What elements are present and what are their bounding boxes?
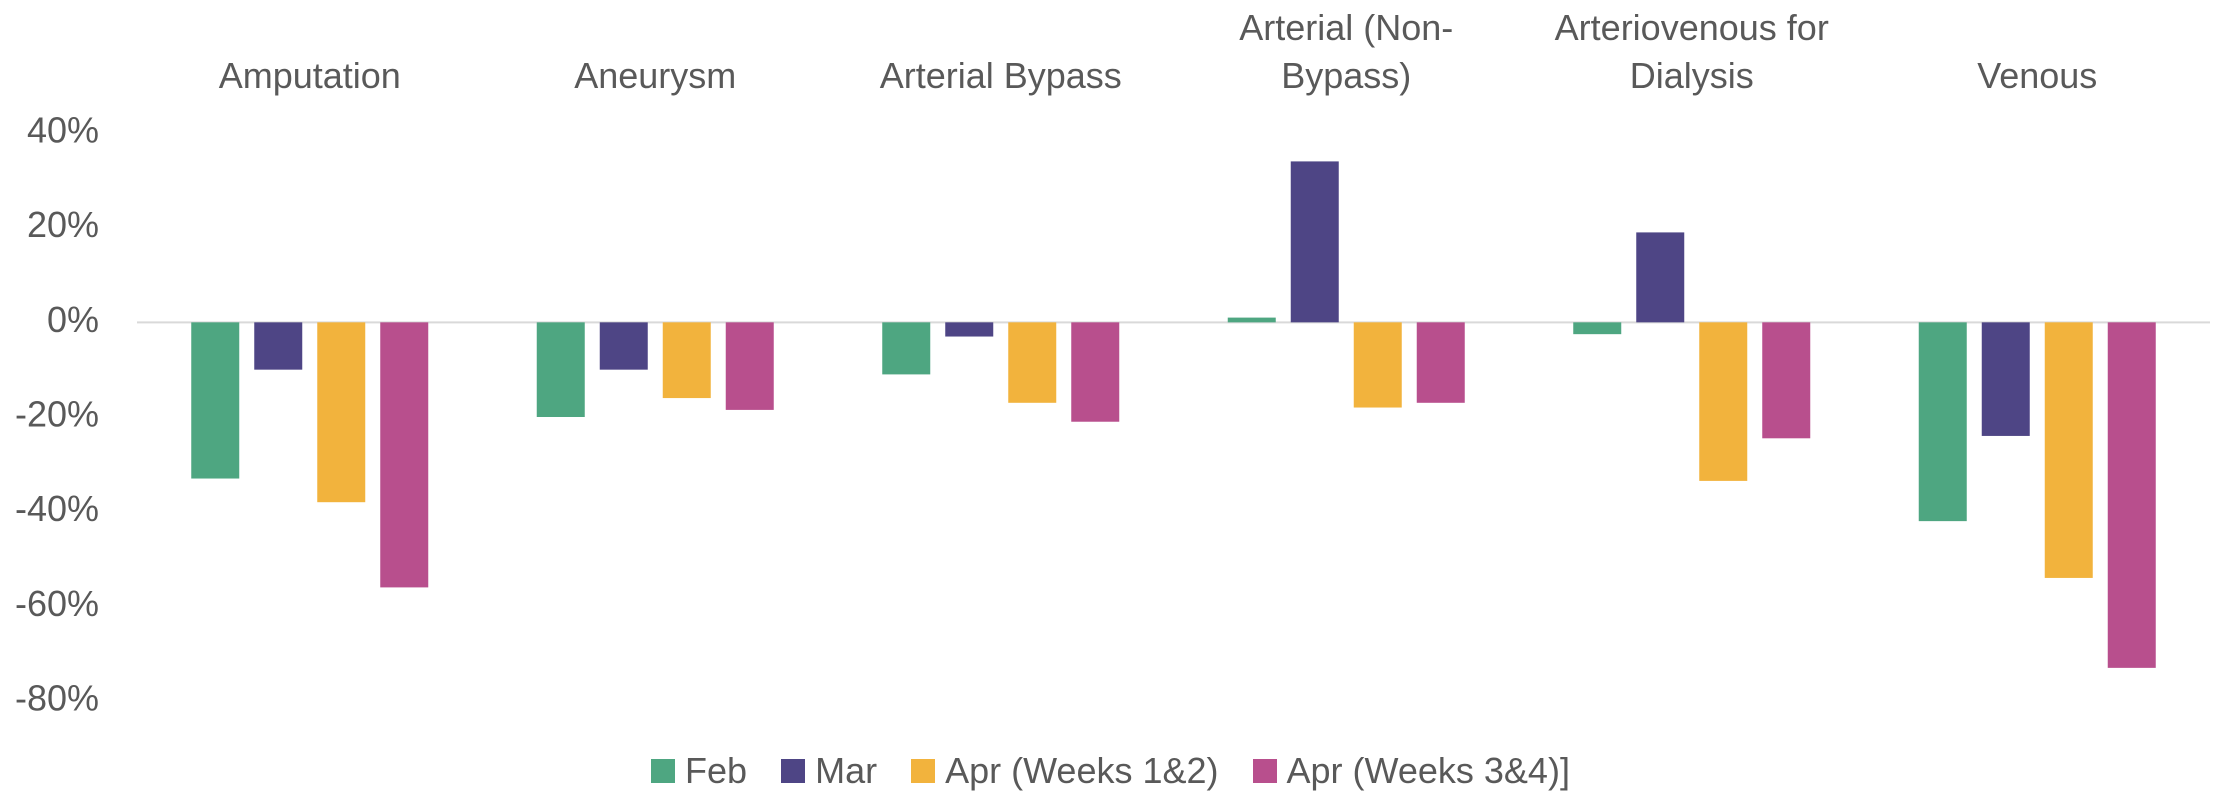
category-label: Arterial (Non-Bypass) (1239, 7, 1454, 96)
legend-label: Apr (Weeks 3&4)] (1286, 750, 1570, 791)
bar (254, 322, 303, 370)
y-tick-label: -20% (15, 394, 99, 435)
bar (882, 322, 931, 375)
legend-swatch (911, 759, 936, 783)
category-label: Arteriovenous for Dialysis (1554, 7, 1829, 96)
legend-swatch (781, 759, 806, 783)
legend: Feb Mar Apr (Weeks 1&2) Apr (Weeks 3&4)] (0, 750, 2221, 792)
legend-item: Apr (Weeks 1&2) (911, 750, 1219, 792)
legend-item: Apr (Weeks 3&4)] (1252, 750, 1570, 792)
category-label: Aneurysm (574, 55, 737, 96)
bar (191, 322, 240, 479)
category-label: Amputation (218, 55, 401, 96)
bar (536, 322, 585, 417)
category-label: Arterial Bypass (879, 55, 1122, 96)
bar (725, 322, 774, 410)
bar (1636, 232, 1685, 323)
bar (1416, 322, 1465, 403)
y-tick-label: -40% (15, 488, 99, 529)
legend-swatch (651, 759, 676, 783)
bar (2107, 322, 2156, 668)
legend-item: Feb (651, 750, 747, 792)
legend-label: Mar (815, 750, 878, 791)
bar (380, 322, 429, 588)
y-tick-label: 40% (27, 110, 99, 151)
legend-label: Apr (Weeks 1&2) (945, 750, 1219, 791)
y-tick-label: 20% (27, 204, 99, 245)
y-tick-label: -60% (15, 583, 99, 624)
bar (1762, 322, 1811, 439)
bar (662, 322, 711, 399)
bar (1290, 161, 1339, 323)
legend-label: Feb (685, 750, 748, 791)
bar (1981, 322, 2030, 436)
category-label: Venous (1977, 55, 2098, 96)
bar (1699, 322, 1748, 481)
bar (317, 322, 366, 503)
bar (1227, 317, 1276, 323)
bar (1353, 322, 1402, 408)
y-tick-label: 0% (47, 299, 99, 340)
legend-item: Mar (781, 750, 877, 792)
bar (599, 322, 648, 370)
y-tick-label: -80% (15, 678, 99, 719)
bar (1918, 322, 1967, 522)
bar (1008, 322, 1057, 403)
legend-swatch (1252, 759, 1277, 783)
bar (1573, 322, 1622, 335)
bar (2044, 322, 2093, 578)
bar (1071, 322, 1120, 422)
bar (945, 322, 994, 337)
